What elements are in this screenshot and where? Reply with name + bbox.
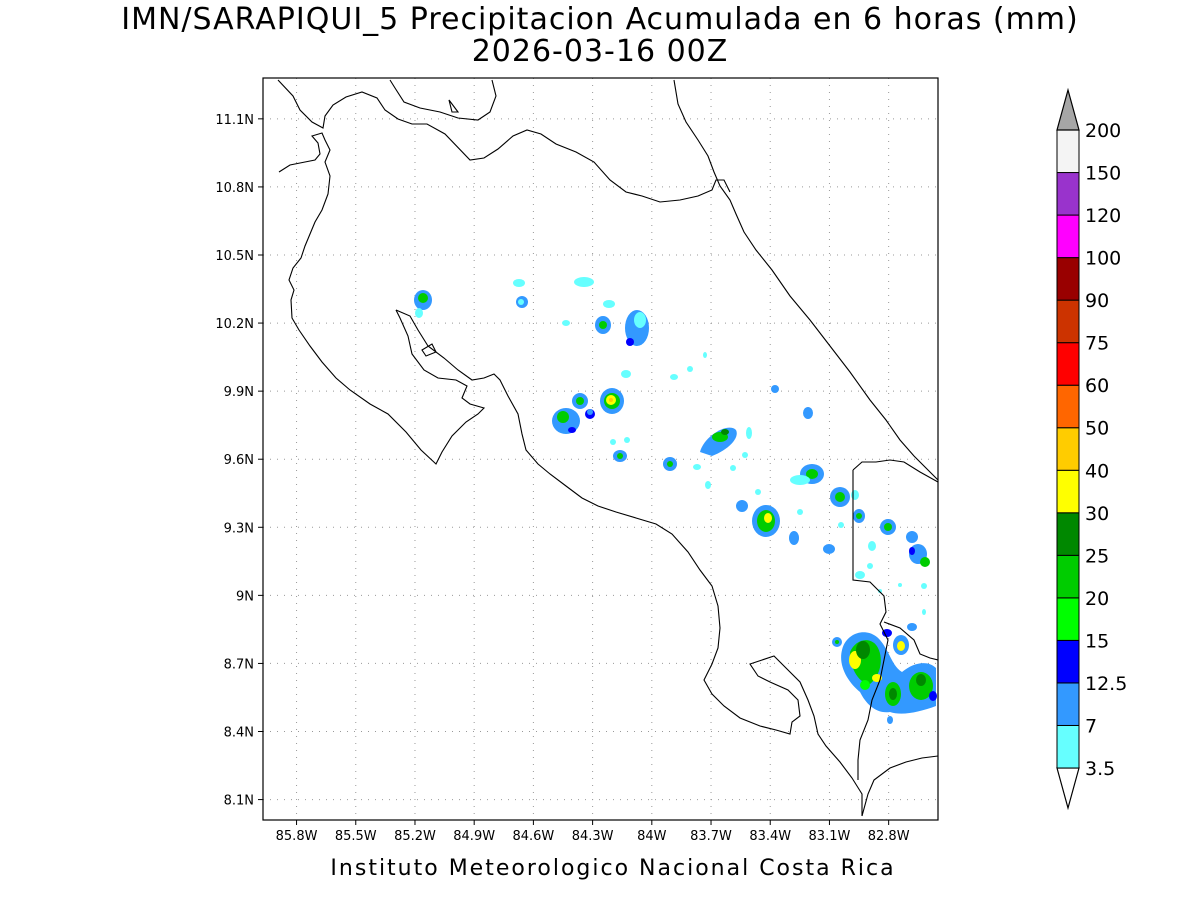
- x-tick-label: 84W: [637, 829, 667, 844]
- coastline: [277, 79, 938, 817]
- colorbar-swatch: [1056, 597, 1080, 641]
- colorbar-label: 7: [1085, 715, 1097, 737]
- x-tick-label: 83.1W: [809, 829, 851, 844]
- colorbar-label: 3.5: [1085, 758, 1115, 780]
- y-axis: 11.1N 10.8N 10.5N 10.2N 9.9N 9.6N 9.3N 9N 8.7N 8.…: [215, 113, 263, 809]
- colorbar-swatch: [1056, 299, 1080, 344]
- x-tick-label: 83.4W: [749, 829, 791, 844]
- y-tick-label: 9.3N: [224, 521, 254, 536]
- x-tick-label: 84.9W: [453, 829, 495, 844]
- colorbar-label: 40: [1085, 460, 1109, 482]
- x-tick-label: 84.3W: [572, 829, 614, 844]
- map-title: IMN/SARAPIQUI_5 Precipitacion Acumulada …: [121, 2, 1079, 37]
- colorbar-swatch: [1056, 554, 1080, 599]
- y-tick-label: 11.1N: [215, 113, 254, 128]
- colorbar-label: 60: [1085, 375, 1109, 397]
- colorbar-label: 25: [1085, 545, 1109, 567]
- x-tick-label: 85.8W: [276, 829, 318, 844]
- y-tick-label: 8.7N: [224, 657, 254, 672]
- map-date: 2026-03-16 00Z: [471, 34, 729, 69]
- colorbar-swatch: [1056, 257, 1080, 301]
- colorbar-label: 20: [1085, 588, 1109, 610]
- colorbar-label: 90: [1085, 290, 1109, 312]
- precipitation-field: [414, 277, 937, 724]
- colorbar-label: 200: [1085, 120, 1121, 142]
- x-tick-label: 85.2W: [394, 829, 436, 844]
- y-tick-label: 10.8N: [215, 181, 254, 196]
- colorbar-lower-arrow: [1056, 767, 1080, 811]
- colorbar-swatch: [1056, 469, 1080, 514]
- y-tick-label: 10.5N: [215, 249, 254, 264]
- x-tick-label: 82.8W: [868, 829, 910, 844]
- x-tick-label: 85.5W: [335, 829, 377, 844]
- x-tick-label: 84.6W: [512, 829, 554, 844]
- y-tick-label: 10.2N: [215, 317, 254, 332]
- colorbar-label: 75: [1085, 333, 1109, 355]
- colorbar-label: 100: [1085, 248, 1121, 270]
- colorbar-swatch: [1056, 682, 1080, 726]
- colorbar-label: 50: [1085, 418, 1109, 440]
- x-axis: 85.8W 85.5W 85.2W 84.9W 84.6W 84.3W 84W 83.7W 83…: [276, 820, 910, 844]
- colorbar-swatch: [1056, 172, 1080, 216]
- colorbar-label: 120: [1085, 205, 1121, 227]
- map-grid: [263, 78, 938, 820]
- colorbar-swatch: [1056, 384, 1080, 429]
- colorbar-swatch: [1056, 214, 1080, 259]
- colorbar-swatch: [1056, 512, 1080, 556]
- y-tick-label: 9N: [236, 589, 254, 604]
- colorbar-upper-arrow: [1056, 87, 1080, 131]
- x-tick-label: 83.7W: [690, 829, 732, 844]
- colorbar-label: 150: [1085, 163, 1121, 185]
- colorbar-label: 30: [1085, 503, 1109, 525]
- colorbar-swatch: [1056, 342, 1080, 386]
- footer-credit: Instituto Meteorologico Nacional Costa R…: [330, 856, 896, 881]
- y-tick-label: 8.1N: [224, 794, 254, 809]
- map-frame: [262, 77, 939, 821]
- colorbar-label: 15: [1085, 630, 1109, 652]
- colorbar-swatch: [1056, 724, 1080, 769]
- colorbar-swatch: [1056, 129, 1080, 174]
- colorbar-label: 12.5: [1085, 673, 1127, 695]
- colorbar-swatch: [1056, 639, 1080, 684]
- y-tick-label: 9.6N: [224, 453, 254, 468]
- y-tick-label: 9.9N: [224, 385, 254, 400]
- colorbar-legend: 3.5 7 12.5 15 20 25 30 40 50 60 75 90 100 120 150 200: [1056, 87, 1127, 811]
- y-tick-label: 8.4N: [224, 726, 254, 741]
- colorbar-swatch: [1056, 427, 1080, 471]
